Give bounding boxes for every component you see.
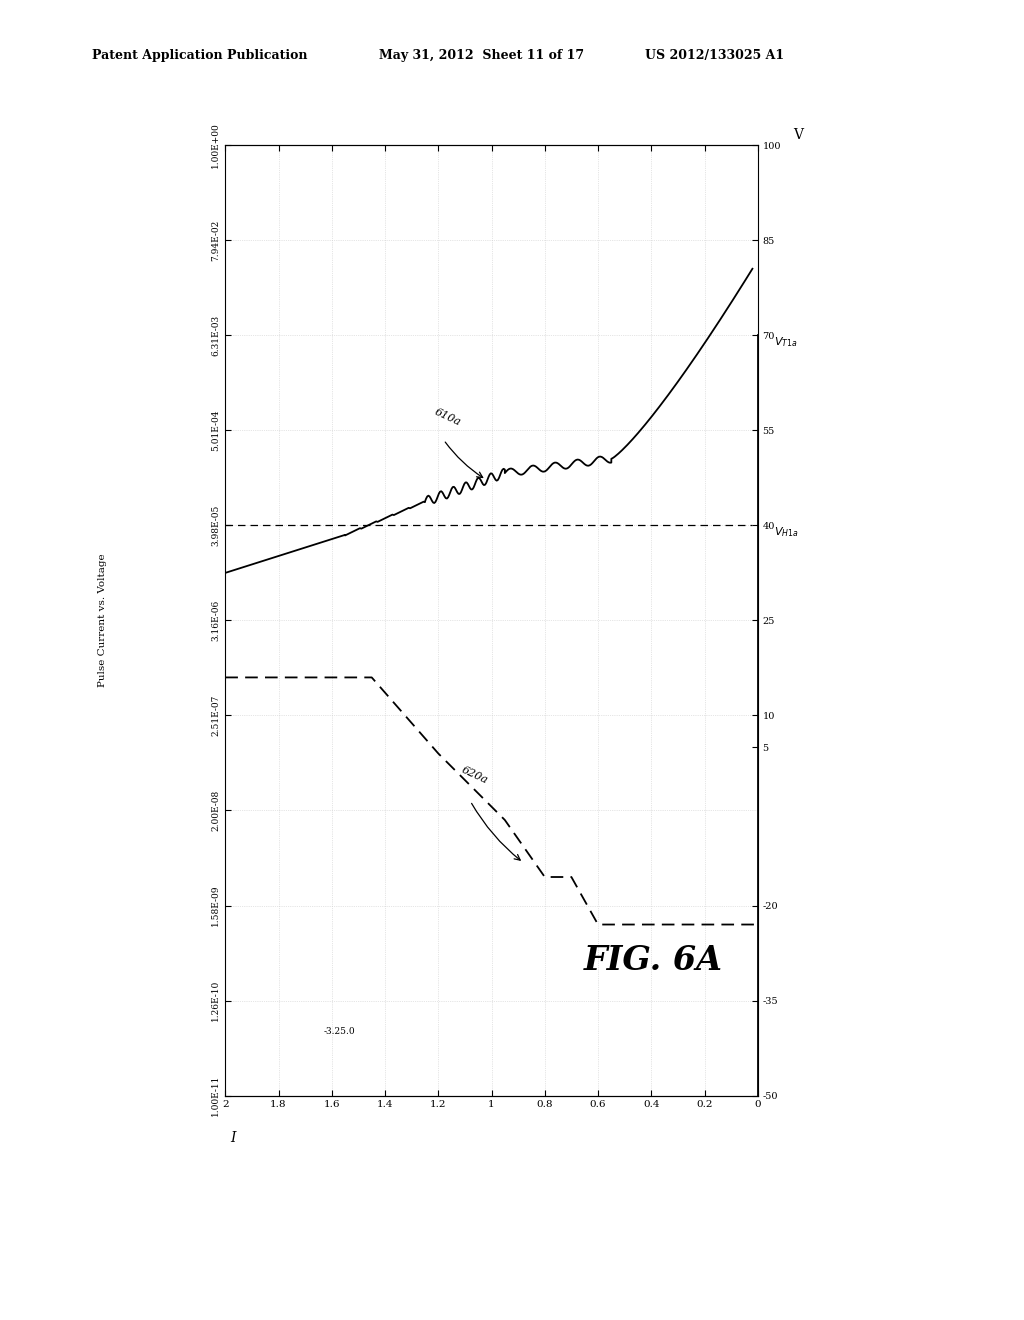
Text: V: V — [794, 128, 804, 141]
Text: May 31, 2012  Sheet 11 of 17: May 31, 2012 Sheet 11 of 17 — [379, 49, 584, 62]
Text: Pulse Current vs. Voltage: Pulse Current vs. Voltage — [98, 553, 106, 688]
Text: I: I — [230, 1131, 236, 1144]
Text: $V_{T1a}$: $V_{T1a}$ — [774, 335, 798, 348]
Text: $V_{H1a}$: $V_{H1a}$ — [774, 525, 799, 539]
Text: 610a: 610a — [433, 407, 463, 428]
Text: FIG. 6A: FIG. 6A — [584, 944, 723, 977]
Text: Patent Application Publication: Patent Application Publication — [92, 49, 307, 62]
Text: 620a: 620a — [460, 766, 489, 785]
Text: US 2012/133025 A1: US 2012/133025 A1 — [645, 49, 784, 62]
Text: -3.25.0: -3.25.0 — [324, 1027, 355, 1036]
